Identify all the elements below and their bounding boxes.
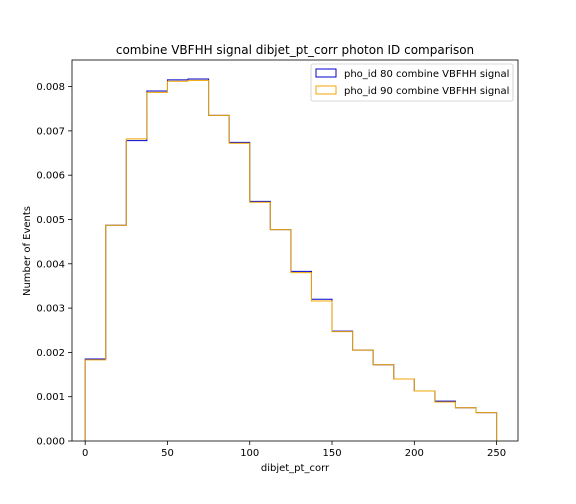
y-axis-label: Number of Events bbox=[22, 206, 33, 296]
legend-swatch-pho-id-90 bbox=[315, 85, 337, 95]
histogram-bin bbox=[373, 365, 394, 441]
histogram-bin bbox=[332, 332, 353, 441]
series-pho-id-90 bbox=[84, 79, 498, 441]
histogram-bin bbox=[188, 80, 209, 441]
histogram-bin bbox=[291, 273, 312, 441]
histogram-bin bbox=[229, 143, 250, 441]
histogram-bin bbox=[353, 350, 374, 441]
legend: pho_id 80 combine VBFHH signal pho_id 90… bbox=[310, 63, 514, 102]
histogram-bin bbox=[106, 225, 127, 441]
y-tick-label: 0.006 bbox=[36, 171, 65, 182]
histogram-bin bbox=[455, 408, 476, 441]
plot-background bbox=[72, 60, 518, 441]
y-tick-label: 0.002 bbox=[36, 348, 65, 359]
histogram-bin bbox=[147, 92, 168, 441]
legend-swatch-pho-id-80 bbox=[315, 68, 337, 78]
legend-label-pho-id-80: pho_id 80 combine VBFHH signal bbox=[344, 69, 509, 80]
x-axis-label: dibjet_pt_corr bbox=[261, 463, 330, 474]
y-tick-label: 0.003 bbox=[36, 304, 65, 315]
x-tick-label: 50 bbox=[161, 448, 174, 459]
chart-title: combine VBFHH signal dibjet_pt_corr phot… bbox=[116, 43, 474, 57]
legend-box bbox=[310, 63, 514, 102]
histogram-step-line bbox=[84, 79, 498, 441]
y-tick-label: 0.001 bbox=[36, 392, 65, 403]
histogram-bin bbox=[126, 139, 147, 441]
y-tick-label: 0.008 bbox=[36, 82, 65, 93]
histogram-bin bbox=[311, 301, 332, 441]
histogram-bin bbox=[394, 379, 415, 441]
histogram-bin bbox=[85, 360, 106, 441]
y-tick-label: 0.007 bbox=[36, 126, 65, 137]
histogram-bin bbox=[476, 413, 497, 441]
series-layer bbox=[84, 78, 498, 441]
histogram-bin bbox=[414, 391, 435, 441]
histogram-bin bbox=[209, 115, 230, 441]
histogram-bin bbox=[250, 202, 271, 441]
histogram-bin bbox=[270, 230, 291, 441]
x-tick-label: 250 bbox=[487, 448, 506, 459]
y-tick-label: 0.000 bbox=[36, 437, 65, 448]
x-tick-label: 150 bbox=[322, 448, 341, 459]
y-tick-label: 0.004 bbox=[36, 259, 65, 270]
x-tick-label: 0 bbox=[82, 448, 88, 459]
y-axis: 0.000 0.001 0.002 0.003 0.004 0.005 0.006 0.007… bbox=[36, 82, 72, 448]
histogram-bin bbox=[167, 81, 188, 441]
plot-frame bbox=[71, 59, 519, 442]
legend-label-pho-id-90: pho_id 90 combine VBFHH signal bbox=[344, 86, 509, 97]
y-tick-label: 0.005 bbox=[36, 215, 65, 226]
x-tick-label: 200 bbox=[405, 448, 424, 459]
histogram-bin bbox=[435, 402, 456, 441]
x-tick-label: 100 bbox=[240, 448, 259, 459]
x-axis: 0 50 100 150 200 250 bbox=[82, 441, 506, 459]
